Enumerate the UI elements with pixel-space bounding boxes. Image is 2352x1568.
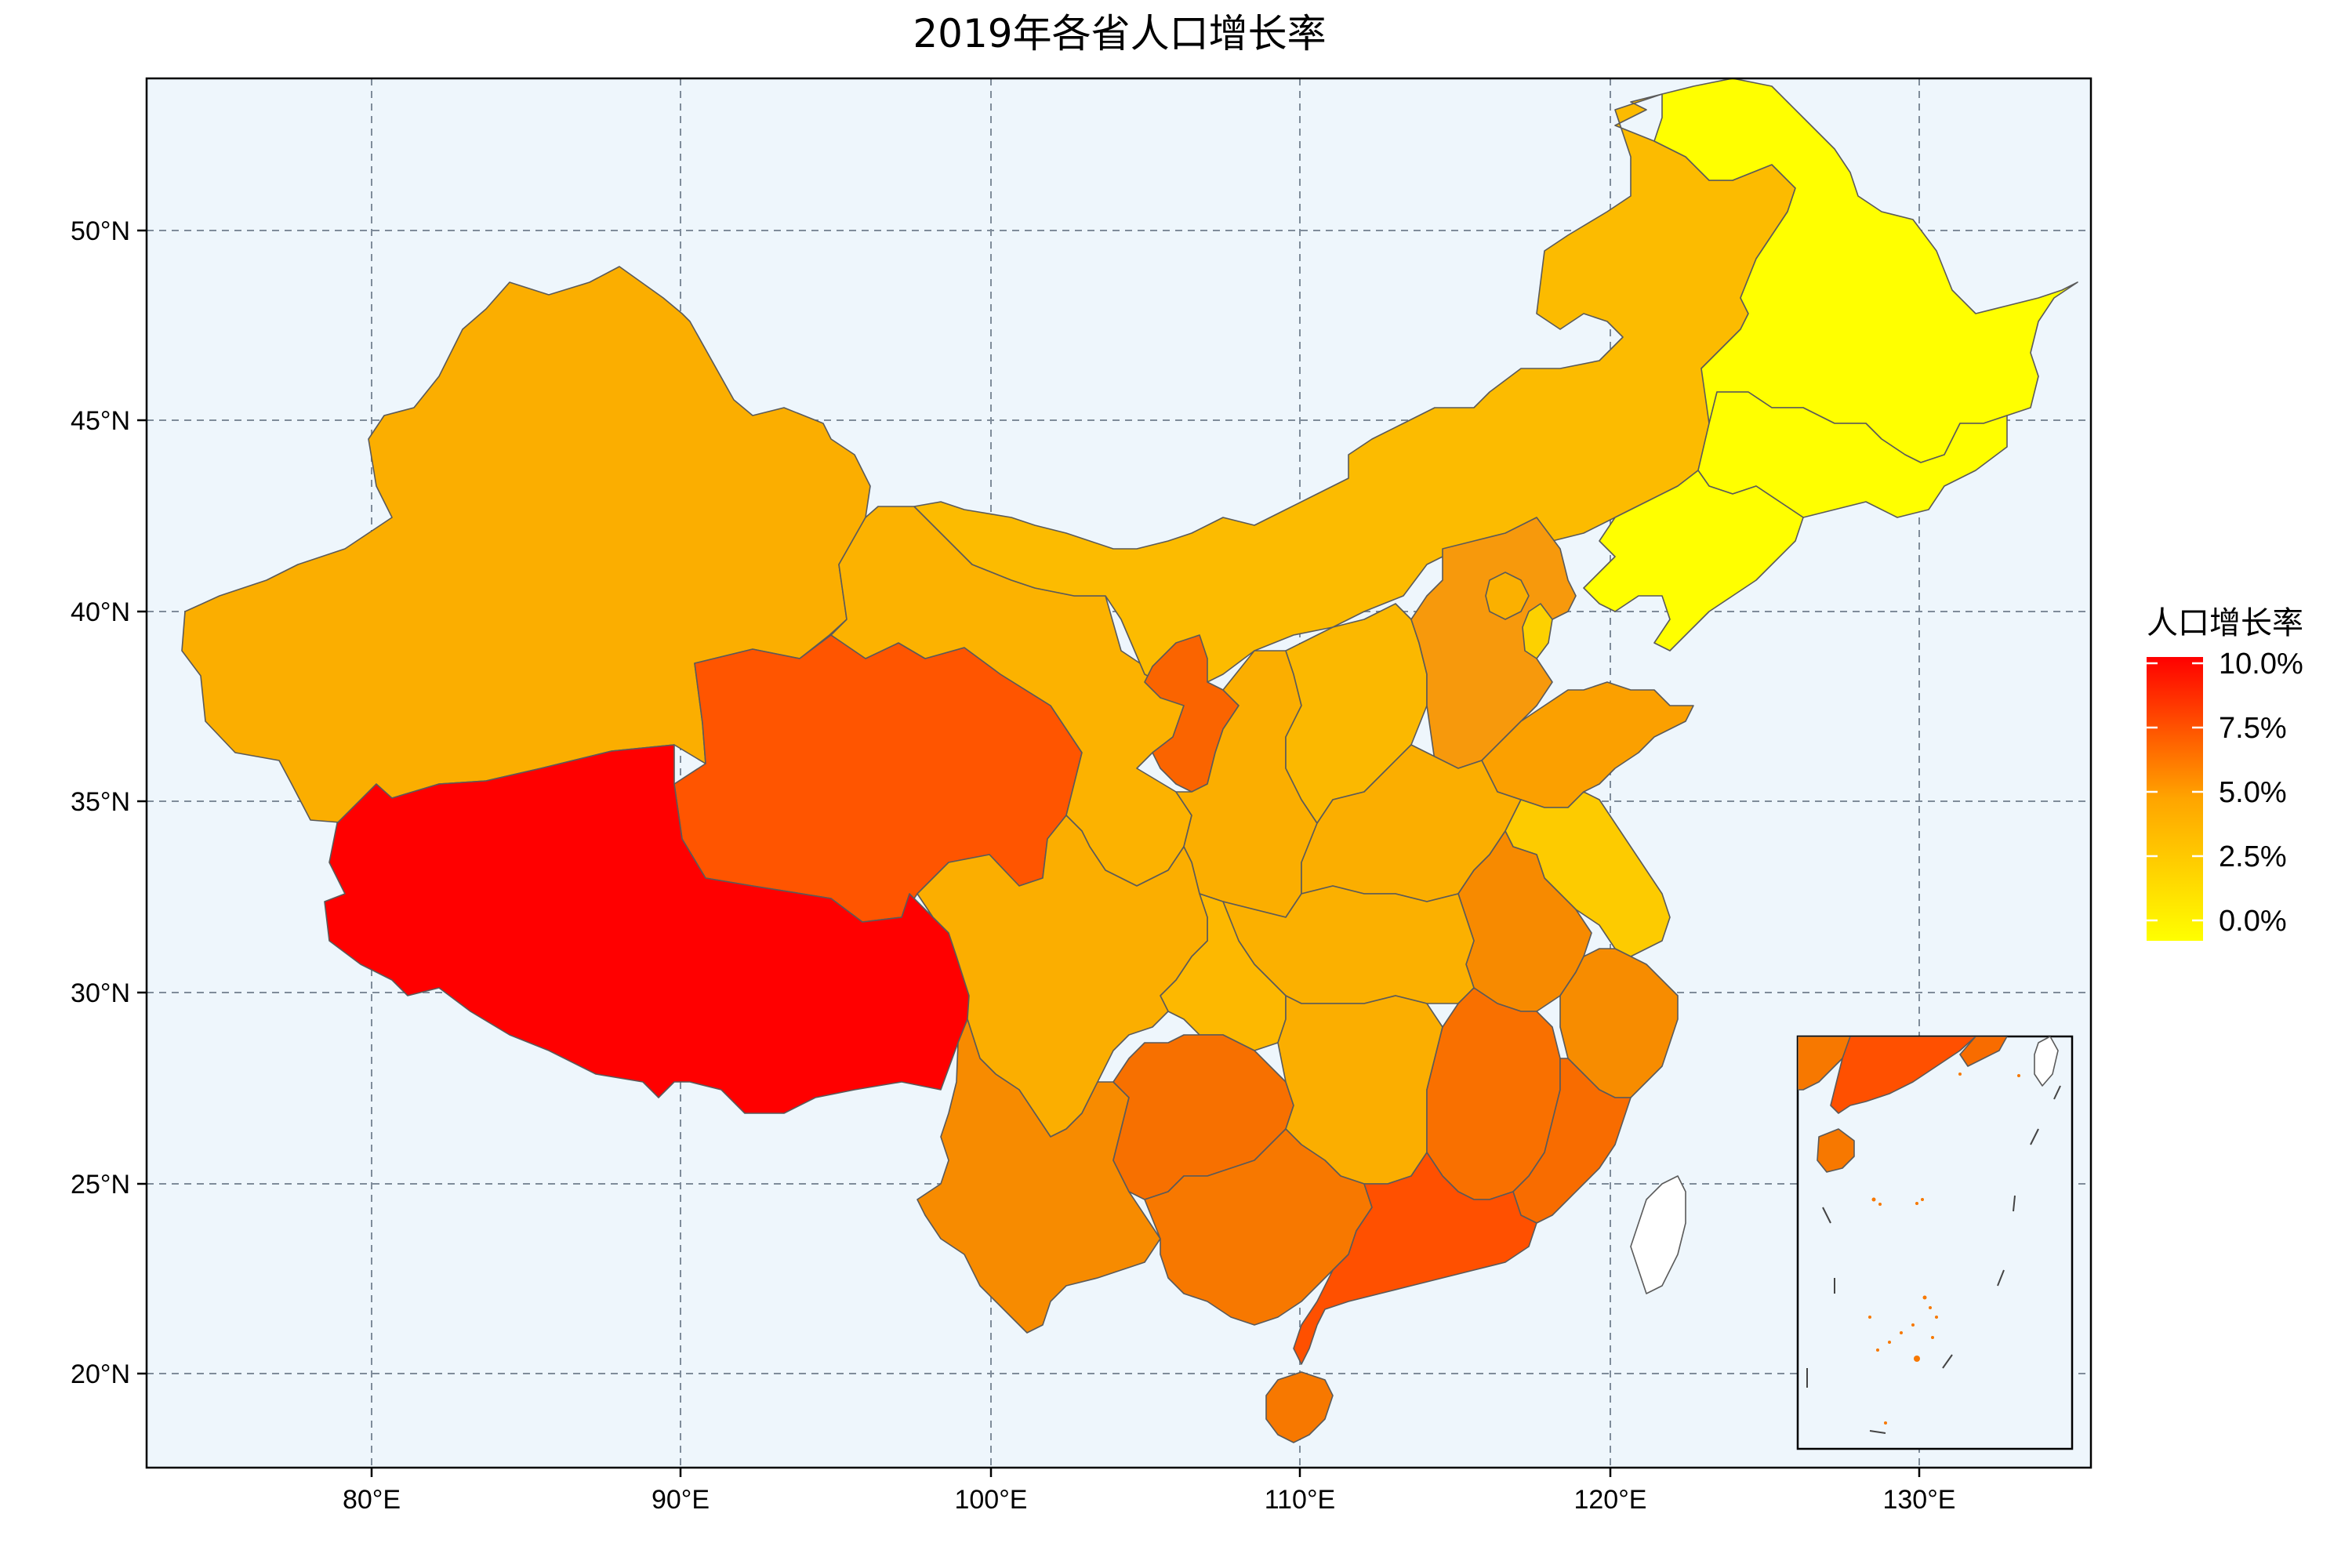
legend-ticks [2147,662,2203,922]
x-tick-100e: 100°E [954,1485,1027,1515]
x-tick-130e: 130°E [1882,1485,1955,1515]
legend-label-7-5: 7.5% [2219,712,2287,745]
plot-panel-border [145,77,2092,1469]
axis-ticks [137,229,1921,1477]
province-hebei[interactable] [1410,517,1577,769]
inset-guangdong [1830,1036,1976,1114]
map-layer [147,78,2091,1468]
y-tick-35n: 35°N [71,787,130,817]
color-legend: 人口增长率 10.0% 7.5% 5.0% 2.5% 0.0% [2147,605,2303,941]
province-beijing[interactable] [1485,572,1530,620]
province-guangdong[interactable] [1293,1152,1537,1365]
inset-hainan [1817,1128,1855,1173]
x-tick-80e: 80°E [343,1485,401,1515]
nine-dash-line [1806,1085,2061,1434]
y-tick-50n: 50°N [71,216,130,246]
inset-islands [1868,1073,2020,1425]
legend-title: 人口增长率 [2147,605,2303,641]
y-tick-20n: 20°N [71,1359,130,1389]
y-axis-labels: 50°N 45°N 40°N 35°N 30°N 25°N 20°N [71,216,130,1389]
y-tick-40n: 40°N [71,597,130,627]
legend-label-5: 5.0% [2219,776,2287,809]
legend-label-10: 10.0% [2219,648,2303,681]
x-tick-90e: 90°E [652,1485,710,1515]
map-title: 2019年各省人口增长率 [913,11,1326,56]
y-tick-45n: 45°N [71,406,130,436]
legend-label-0: 0.0% [2219,905,2287,938]
legend-colorbar [2147,657,2203,941]
inset-taiwan [2034,1036,2059,1087]
y-tick-25n: 25°N [71,1170,130,1200]
province-yunnan[interactable] [916,1018,1161,1334]
province-hainan[interactable] [1265,1371,1334,1443]
inset-fujian [1959,1036,2008,1067]
x-tick-120e: 120°E [1573,1485,1646,1515]
provinces [181,78,2078,1443]
x-axis-labels: 80°E 90°E 100°E 110°E 120°E 130°E [343,1485,1956,1515]
province-tianjin[interactable] [1522,603,1553,659]
legend-label-2-5: 2.5% [2219,840,2287,873]
south-china-sea-inset [1796,1035,2074,1450]
y-tick-30n: 30°N [71,978,130,1008]
province-fujian[interactable] [1512,1058,1632,1224]
province-tibet[interactable] [324,744,970,1114]
x-tick-110e: 110°E [1265,1485,1335,1515]
province-liaoning[interactable] [1583,470,1804,652]
island-taiwan[interactable] [1630,1175,1686,1294]
